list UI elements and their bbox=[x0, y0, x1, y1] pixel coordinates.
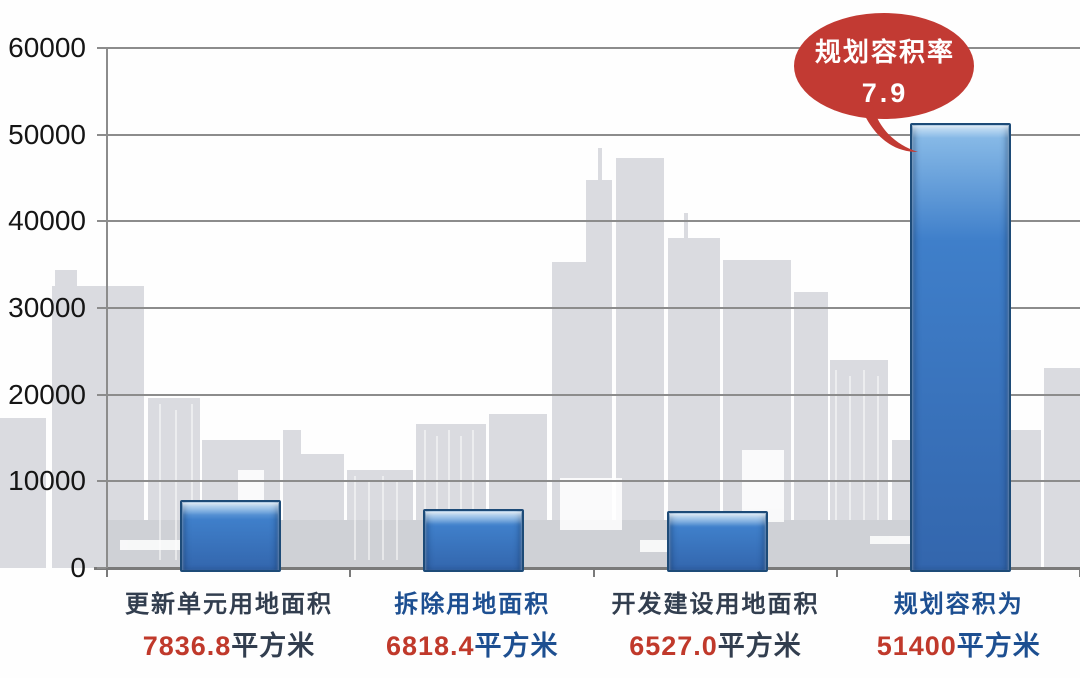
value-number: 6818.4 bbox=[385, 631, 475, 661]
bar-规划容积为 bbox=[909, 122, 1011, 572]
bar-更新单元用地面积 bbox=[180, 500, 282, 572]
value-number: 7836.8 bbox=[142, 631, 232, 661]
y-axis-tick bbox=[97, 480, 108, 483]
y-axis-tick bbox=[97, 393, 108, 396]
value-unit: 平方米 bbox=[717, 631, 802, 661]
y-axis-tick bbox=[97, 220, 108, 223]
gridline bbox=[107, 133, 1080, 136]
x-axis-line bbox=[94, 567, 1080, 570]
callout-title: 规划容积率 bbox=[814, 37, 955, 67]
y-axis-tick-label: 0 bbox=[70, 552, 86, 583]
floor-area-ratio-callout bbox=[794, 13, 974, 152]
gridline bbox=[107, 480, 1080, 483]
category-value: 6527.0平方米 bbox=[594, 624, 838, 663]
value-unit: 平方米 bbox=[231, 631, 316, 661]
value-number: 51400 bbox=[876, 631, 957, 661]
value-number: 6527.0 bbox=[629, 631, 718, 661]
gridline bbox=[107, 307, 1080, 309]
y-axis-tick bbox=[97, 47, 108, 49]
bar-拆除用地面积 bbox=[423, 508, 525, 572]
category-value: 6818.4平方米 bbox=[350, 624, 594, 663]
y-axis-tick bbox=[97, 567, 108, 569]
value-unit: 平方米 bbox=[956, 631, 1041, 661]
x-axis-tick bbox=[349, 568, 352, 577]
gridline bbox=[107, 393, 1080, 396]
y-axis-tick bbox=[97, 307, 108, 309]
y-axis-tick-label: 50000 bbox=[8, 118, 86, 150]
category-label: 开发建设用地面积 bbox=[611, 591, 820, 618]
category-value: 51400平方米 bbox=[837, 624, 1080, 663]
y-axis-tick-label: 10000 bbox=[8, 465, 86, 497]
gridline bbox=[107, 47, 1080, 49]
y-axis-tick bbox=[97, 133, 108, 136]
x-axis-tick bbox=[106, 568, 108, 577]
category-label: 规划容积为 bbox=[893, 591, 1024, 618]
gridline bbox=[107, 220, 1080, 223]
category-label: 拆除用地面积 bbox=[394, 591, 551, 618]
y-axis-tick-label: 60000 bbox=[8, 32, 86, 63]
category-value: 7836.8平方米 bbox=[107, 624, 351, 663]
x-axis-tick bbox=[835, 568, 838, 577]
bar-开发建设用地面积 bbox=[666, 511, 768, 572]
category-label: 更新单元用地面积 bbox=[125, 591, 333, 618]
value-unit: 平方米 bbox=[474, 631, 559, 661]
y-axis-tick-label: 20000 bbox=[8, 378, 86, 410]
y-axis-tick-label: 40000 bbox=[8, 205, 86, 237]
y-axis-tick-label: 30000 bbox=[8, 292, 86, 323]
callout-value: 7.9 bbox=[861, 78, 909, 108]
y-axis-line bbox=[106, 48, 108, 570]
x-axis-tick bbox=[592, 568, 595, 577]
